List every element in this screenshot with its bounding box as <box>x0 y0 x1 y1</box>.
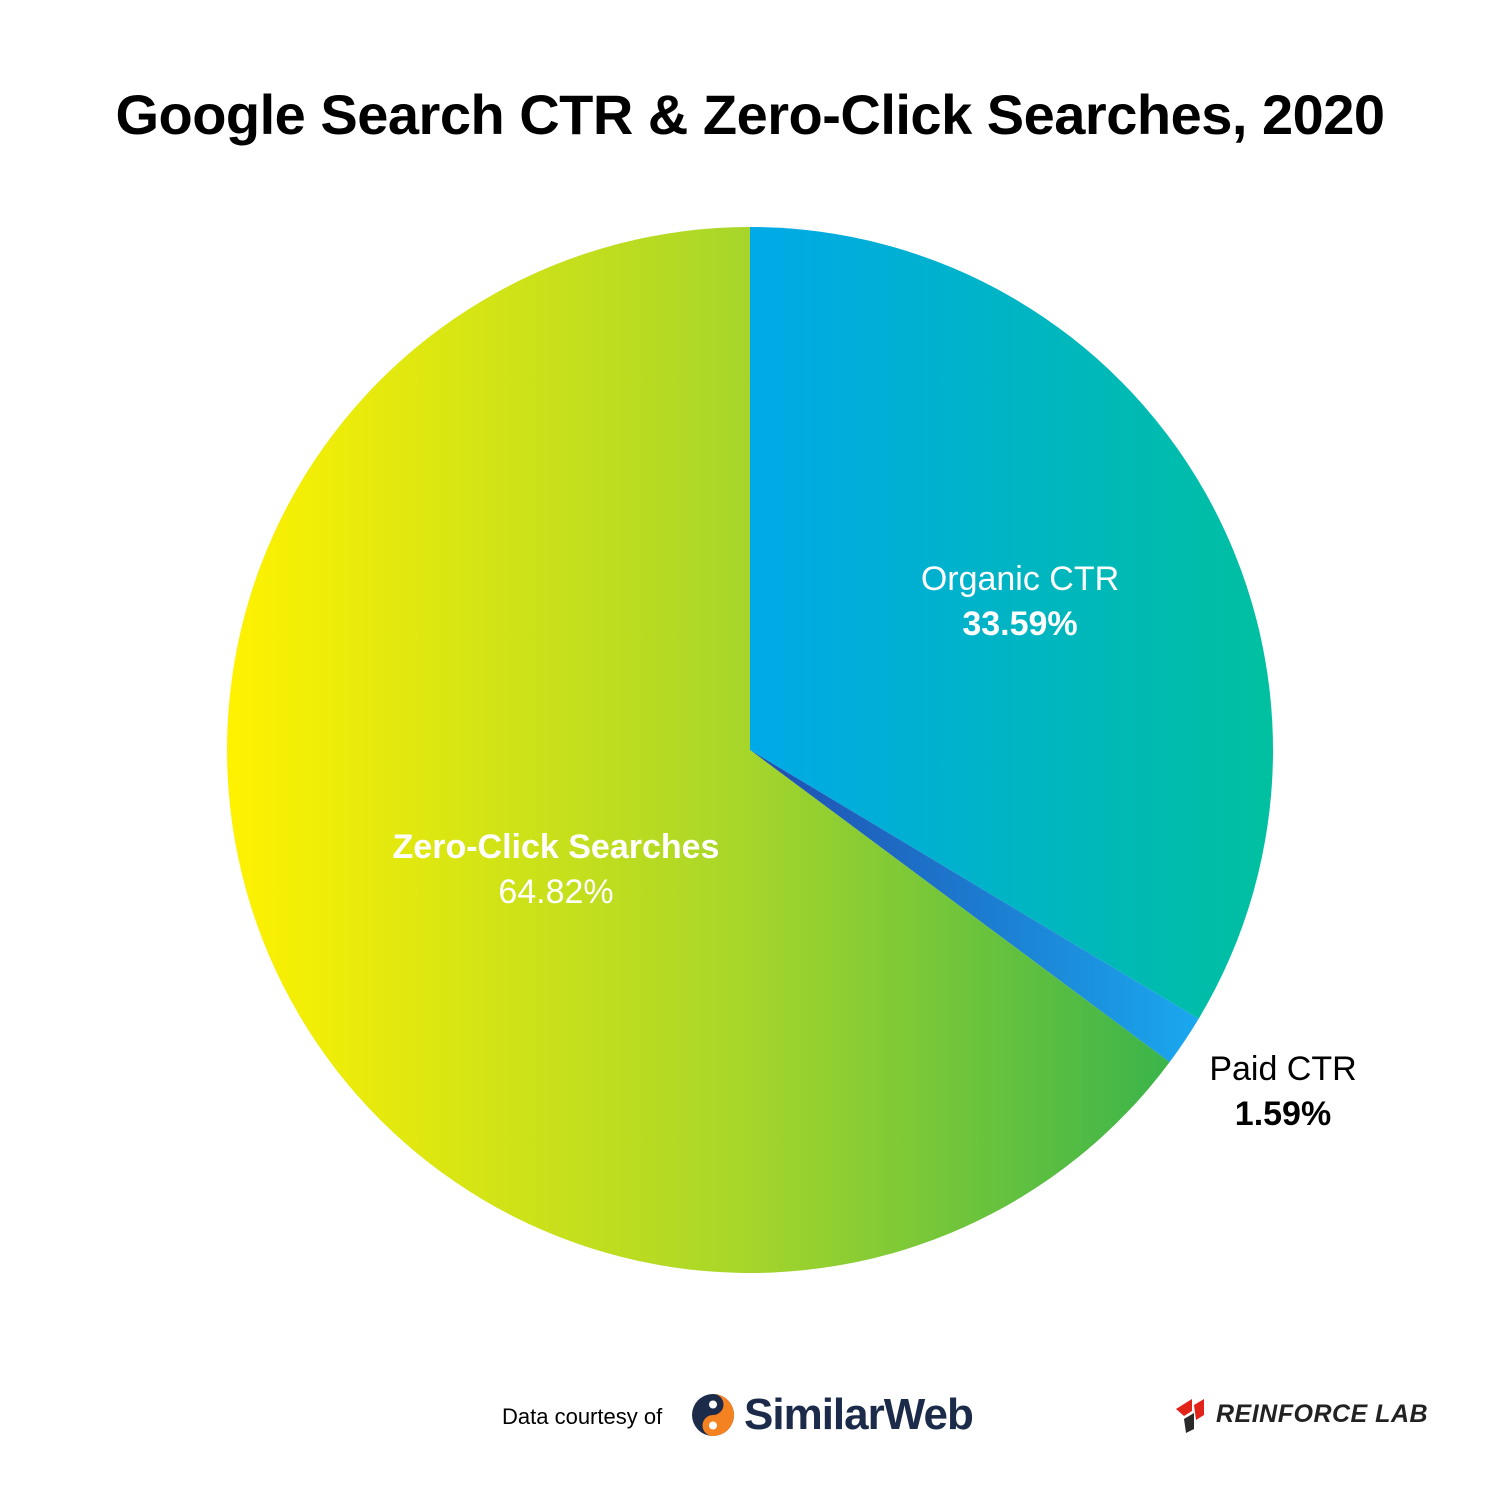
value-zero-click-searches: 64.82% <box>498 873 613 911</box>
value-paid-ctr: 1.59% <box>1235 1095 1331 1133</box>
slice-organic-ctr <box>750 227 1273 1019</box>
reinforce-lab-logo-icon <box>1176 1399 1204 1433</box>
similarweb-logo-text: SimilarWeb <box>744 1390 974 1439</box>
similarweb-logo: SimilarWeb <box>690 1385 974 1445</box>
value-organic-ctr: 33.59% <box>962 605 1077 643</box>
reinforce-lab-logo: REINFORCE LAB <box>1172 1392 1428 1436</box>
reinforce-lab-logo-text: REINFORCE LAB <box>1216 1399 1429 1428</box>
chart-title: Google Search CTR & Zero-Click Searches,… <box>115 83 1385 146</box>
pie-slices <box>227 227 1273 1273</box>
pie-labels: Organic CTR 33.59% Paid CTR 1.59% Zero-Click… <box>393 560 1357 1133</box>
label-zero-click-searches: Zero-Click Searches <box>393 828 720 866</box>
similarweb-logo-icon <box>692 1394 734 1436</box>
label-organic-ctr: Organic CTR <box>921 560 1119 598</box>
slice-paid-ctr <box>750 750 1199 1063</box>
slice-zero-click-searches <box>227 227 1170 1273</box>
label-paid-ctr: Paid CTR <box>1209 1050 1356 1088</box>
data-credit-text: Data courtesy of <box>502 1404 663 1429</box>
